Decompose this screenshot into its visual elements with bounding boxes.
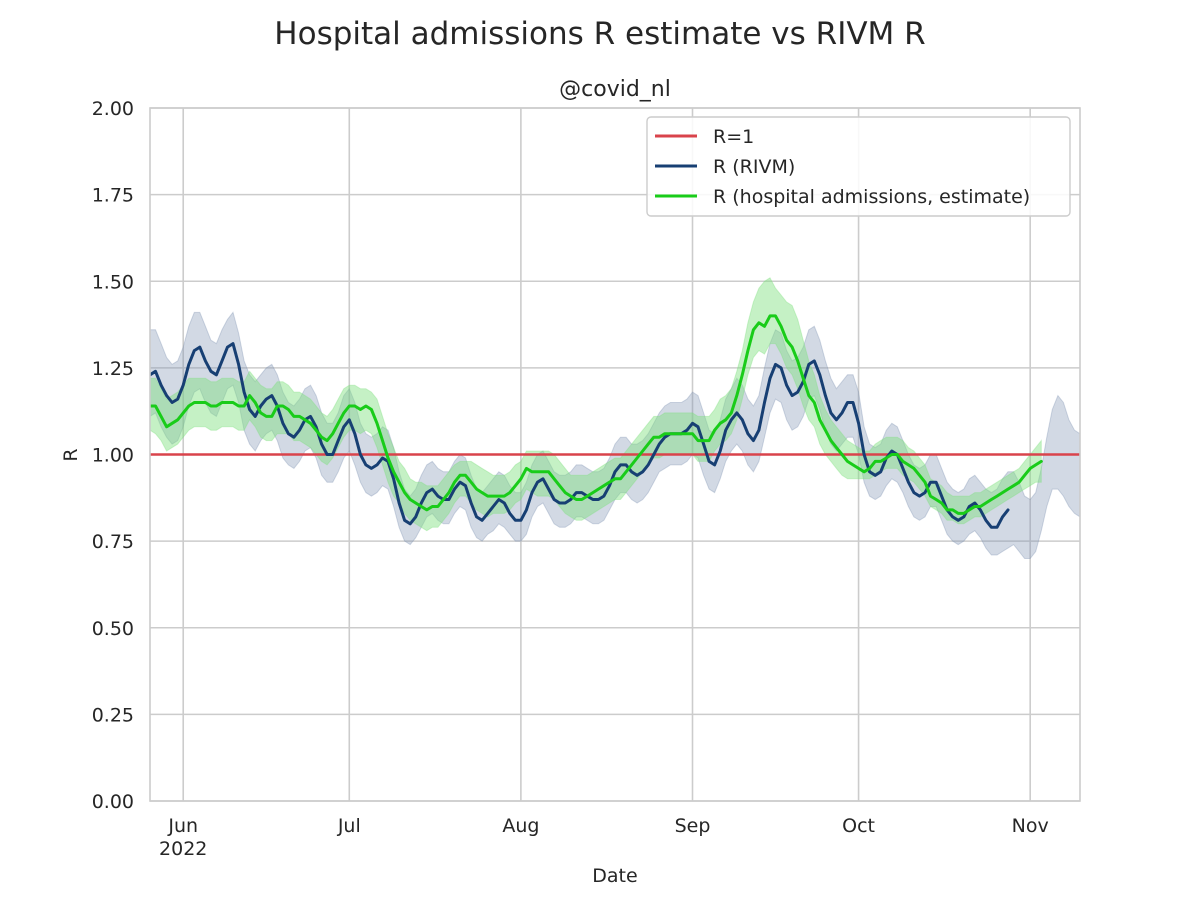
y-tick-label: 2.00 xyxy=(92,98,134,120)
legend: R=1 R (RIVM) R (hospital admissions, estim… xyxy=(646,116,1071,217)
y-tick-label: 0.50 xyxy=(92,618,134,640)
x-tick-label: Jun xyxy=(167,815,198,837)
x-tick-label: Oct xyxy=(842,815,875,837)
legend-entry: R=1 xyxy=(713,126,754,148)
x-tick-label: Aug xyxy=(502,815,539,837)
plot-frame xyxy=(149,107,1081,802)
hospital-r-line xyxy=(150,314,1043,515)
x-tick-sublabel: 2022 xyxy=(159,838,207,860)
chart-subtitle: @covid_nl xyxy=(559,77,671,102)
y-tick-label: 0.25 xyxy=(92,704,134,726)
x-axis-label: Date xyxy=(592,865,637,887)
rivm-r-line xyxy=(150,342,1010,529)
series-group xyxy=(150,277,1080,559)
x-tick-label: Jul xyxy=(337,815,361,837)
x-tick-label: Nov xyxy=(1012,815,1049,837)
hospital-confidence-band xyxy=(150,277,1042,532)
legend-entry: R (hospital admissions, estimate) xyxy=(713,186,1030,208)
chart-title: Hospital admissions R estimate vs RIVM R xyxy=(274,16,925,52)
y-tick-label: 1.75 xyxy=(92,185,134,207)
y-tick-label: 1.00 xyxy=(92,445,134,467)
x-tick-label: Sep xyxy=(675,815,711,837)
y-tick-label: 0.00 xyxy=(92,791,134,813)
y-axis-label: R xyxy=(60,448,82,461)
y-tick-label: 1.25 xyxy=(92,358,134,380)
plot-area: 0.00 0.25 0.50 0.75 1.00 1.25 1.50 1.75 2.00 Jun2… xyxy=(92,98,1081,860)
legend-box xyxy=(646,116,1071,217)
y-tick-label: 0.75 xyxy=(92,531,134,553)
legend-entry: R (RIVM) xyxy=(713,156,795,178)
y-tick-label: 1.50 xyxy=(92,271,134,293)
